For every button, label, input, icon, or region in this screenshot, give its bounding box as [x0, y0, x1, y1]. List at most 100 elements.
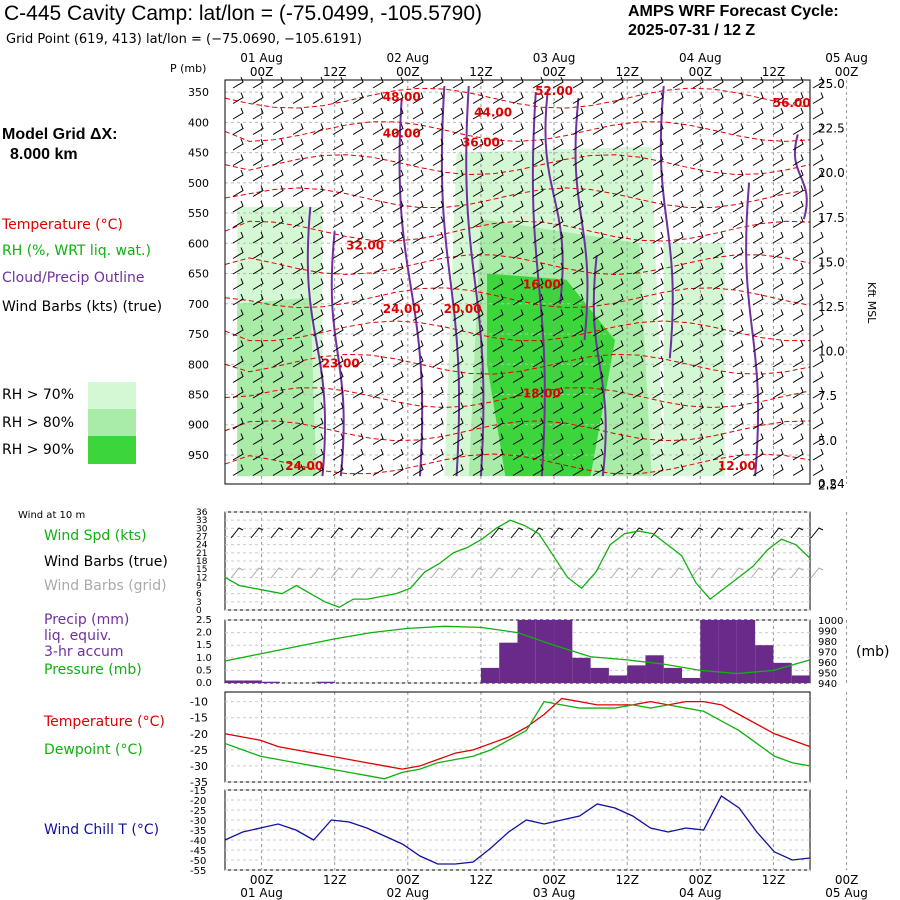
wind-barb: [452, 417, 464, 430]
wind-barb: [612, 216, 624, 228]
precip-bar: [682, 677, 701, 683]
wind-barb: [752, 417, 764, 430]
wind-barb: [712, 138, 724, 151]
wind-barb: [472, 92, 484, 104]
kft-tick: 22.5: [818, 122, 845, 136]
wind-barb: [772, 92, 784, 104]
wind-barb: [472, 169, 484, 182]
precip-bar: [700, 620, 719, 683]
wind-barb: [332, 386, 344, 399]
wind-barb-grid: [650, 567, 664, 579]
wind-barb: [772, 169, 784, 182]
wind-barb: [772, 324, 784, 337]
wind-barb: [692, 262, 704, 275]
wind-barb: [572, 417, 584, 430]
wind-barb: [532, 107, 544, 120]
pressure-tick: 750: [188, 328, 209, 341]
wind-barb-grid: [270, 567, 284, 579]
pressure-tick: 600: [188, 237, 209, 250]
wind-barb: [392, 123, 404, 135]
cloud-outline: [306, 206, 326, 477]
wind-barb-grid: [730, 567, 744, 579]
wind-barb: [672, 123, 684, 135]
precip-bar: [718, 620, 737, 683]
wind-barb: [812, 355, 824, 368]
wind-barb: [252, 123, 264, 135]
wind-barb: [592, 76, 604, 89]
wind-barb: [712, 169, 724, 182]
pressure-tick: 950: [188, 449, 209, 462]
wind-barb: [692, 76, 704, 89]
wind-barb: [752, 262, 764, 275]
precip-bar: [554, 620, 573, 683]
wind-barb: [672, 309, 684, 321]
wind-barb: [512, 417, 524, 430]
precip-tick: 2.0: [196, 628, 212, 639]
wind-barb: [412, 324, 424, 337]
wind-barb: [812, 231, 824, 244]
precip-bar: [480, 667, 500, 683]
wind-barb: [712, 76, 724, 89]
wind-tick: 12: [196, 573, 207, 583]
wind-barb: [452, 231, 464, 244]
wind-barb: [492, 138, 504, 151]
wind-barb: [292, 231, 304, 244]
wind-barb: [472, 355, 484, 368]
temperature-tick: -35: [190, 776, 208, 789]
wind-barb: [652, 340, 664, 352]
date-label-top: 02 Aug: [387, 51, 430, 65]
legend-swatch-rh80: [88, 409, 136, 436]
wind-barb: [572, 278, 584, 290]
wind-barb: [632, 92, 644, 104]
wind-barb: [592, 231, 604, 244]
wind-barb: [452, 247, 464, 259]
wind-barb: [392, 293, 404, 306]
cloud-outline: [745, 182, 760, 477]
wind-barb: [712, 324, 724, 337]
wind-barbs-grid-label: Wind Barbs (grid): [44, 578, 167, 594]
wind-barb: [592, 92, 604, 104]
wind-barb: [312, 293, 324, 306]
wind-barb: [752, 123, 764, 135]
wind-barb: [612, 371, 624, 383]
wind-barb: [292, 154, 304, 166]
wind-barb: [332, 123, 344, 135]
wind-barb: [692, 200, 704, 213]
wind-barb-true: [470, 527, 484, 539]
wind-barb: [692, 324, 704, 337]
chart-title: C-445 Cavity Camp: lat/lon = (-75.0499, …: [4, 2, 483, 25]
wind-barb: [692, 448, 704, 461]
wind-barb: [772, 309, 784, 321]
kft-tick: 25.0: [818, 77, 845, 91]
wind-barb: [372, 433, 384, 445]
wind-barb: [452, 386, 464, 399]
wind-barb-true: [430, 527, 444, 539]
wind-barb: [552, 293, 564, 306]
wind-barb: [392, 247, 404, 259]
precip-bar: [517, 620, 536, 683]
time-tick-top: 00Z: [250, 65, 274, 79]
wind-barb: [652, 402, 664, 414]
wind-barb-true: [330, 527, 344, 539]
wind-barb: [632, 309, 644, 321]
wind-barb: [332, 231, 344, 244]
wind-barb: [492, 293, 504, 306]
kft-tick: 0.24: [818, 477, 845, 491]
wind-barb: [452, 185, 464, 197]
wind-barb: [792, 92, 804, 104]
wind-barb: [732, 278, 744, 290]
temperature-contour: [224, 220, 811, 242]
wind-barb: [652, 309, 664, 321]
wind-barb-grid: [350, 567, 364, 579]
wind-barb: [772, 293, 784, 306]
wind-barb-true: [530, 527, 544, 539]
temperature-contour: [224, 87, 811, 109]
legend-swatch-rh90: [88, 436, 136, 464]
wind-barb: [492, 386, 504, 399]
temperature-label: 20.00: [444, 302, 482, 316]
wind-tick: 27: [196, 533, 207, 543]
wind-barb: [352, 154, 364, 166]
wind-barb: [752, 185, 764, 197]
wind-barb: [232, 123, 244, 135]
wind-barb: [412, 402, 424, 414]
